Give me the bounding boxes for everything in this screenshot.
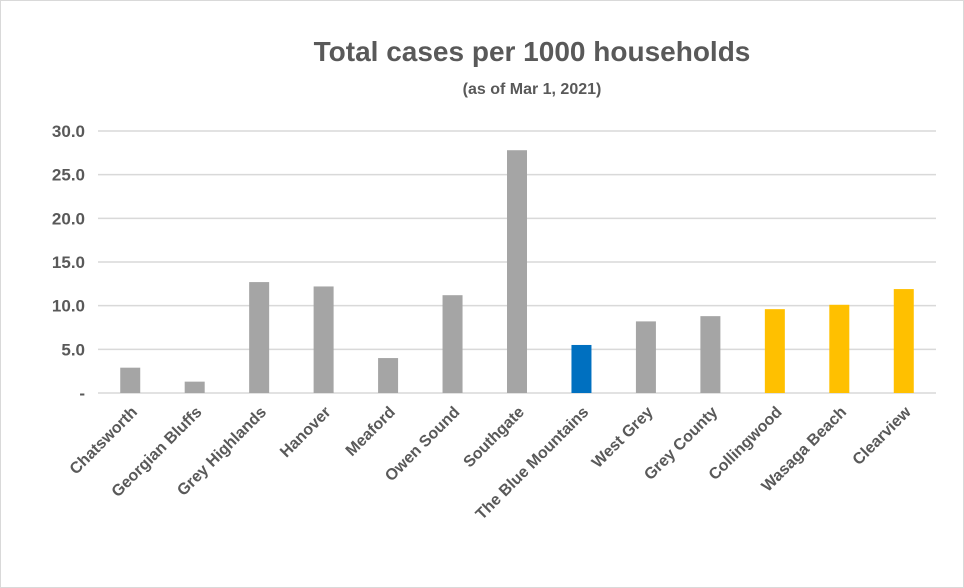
x-category-label: Hanover [277, 404, 334, 461]
bar-southgate [507, 150, 527, 393]
y-tick-label: - [79, 384, 85, 403]
x-category-label: The Blue Mountains [473, 404, 593, 524]
bar-west-grey [635, 321, 656, 393]
y-axis-tick-labels: - 5.0 10.0 15.0 20.0 25.0 30.0 [52, 122, 85, 403]
y-tick-label: 15.0 [52, 253, 85, 272]
x-category-label: Meaford [343, 404, 399, 460]
bar-owen-sound [442, 295, 463, 393]
bar-georgian-bluffs [184, 381, 205, 393]
bar-grey-county [700, 316, 721, 393]
x-category-label: Southgate [460, 404, 527, 471]
y-tick-label: 10.0 [52, 297, 85, 316]
chart-subtitle: (as of Mar 1, 2021) [463, 81, 602, 98]
x-category-label: Clearview [850, 403, 915, 468]
y-tick-label: 25.0 [52, 166, 85, 185]
y-tick-label: 5.0 [61, 340, 85, 359]
bars [120, 150, 914, 393]
x-category-label: West Grey [589, 404, 657, 472]
y-tick-label: 20.0 [52, 209, 85, 228]
y-tick-label: 30.0 [52, 122, 85, 141]
bar-the-blue-mountains [571, 344, 592, 393]
chart-title: Total cases per 1000 households [314, 36, 751, 67]
bar-hanover [313, 286, 334, 393]
bar-meaford [378, 358, 399, 393]
bar-wasaga-beach [829, 304, 850, 393]
bar-chatsworth [120, 367, 141, 393]
bar-grey-highlands [249, 282, 270, 393]
bar-collingwood [764, 309, 785, 393]
bar-clearview [893, 289, 914, 393]
